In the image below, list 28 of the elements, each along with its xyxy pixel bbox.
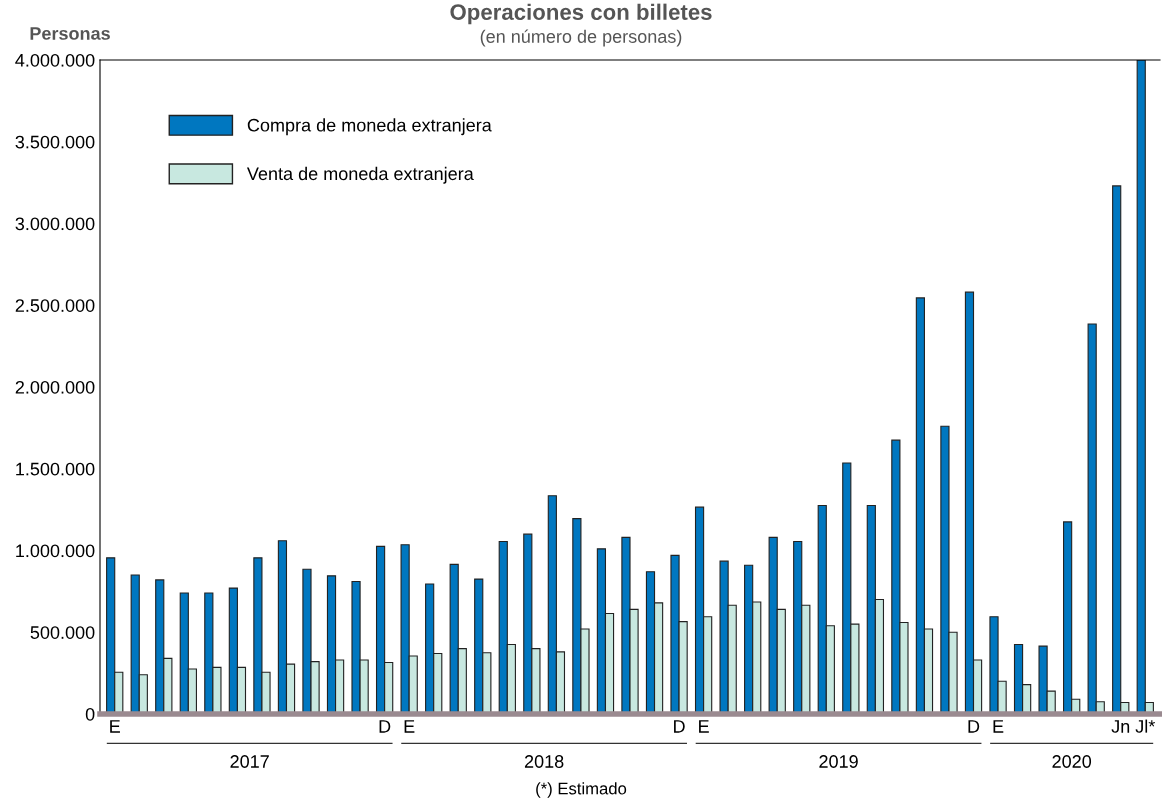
text: 2019 (819, 755, 858, 768)
x-tick-label: D (968, 720, 980, 733)
y-tick-label: 0 (85, 707, 95, 721)
y-tick-label: 4.000.000 (15, 53, 95, 67)
x-tick-label: Jl* (1135, 719, 1156, 733)
x-tick-label: D (379, 720, 391, 733)
text: 2018 (524, 755, 564, 768)
x-tick-label: E (110, 720, 120, 733)
x-tick-label: E (699, 720, 709, 733)
y-tick-label: 1.000.000 (16, 544, 95, 558)
legend-label: Compra de moneda extranjera (247, 118, 492, 136)
text: (*) Estimado (536, 782, 627, 798)
chart-subtitle: (en número de personas) (480, 29, 682, 47)
x-tick-label: Jn (1111, 720, 1130, 733)
x-tick-label: E (404, 720, 415, 733)
y-tick-label: 2.000.000 (15, 380, 95, 394)
y-tick-label: 1.500.000 (16, 462, 95, 476)
y-tick-label: 3.500.000 (15, 135, 95, 149)
text: 2017 (230, 755, 269, 768)
y-tick-label: 2.500.000 (15, 299, 95, 312)
legend-label: Venta de moneda extranjera (246, 166, 474, 184)
x-tick-label: D (674, 720, 685, 733)
chart-title: Operaciones con billetes (450, 3, 712, 25)
y-axis-title: Personas (30, 27, 110, 40)
text: 2020 (1052, 755, 1092, 768)
y-tick-label: 3.000.000 (15, 217, 95, 231)
x-tick-label: E (993, 720, 1004, 733)
y-tick-label: 500.000 (30, 626, 95, 639)
